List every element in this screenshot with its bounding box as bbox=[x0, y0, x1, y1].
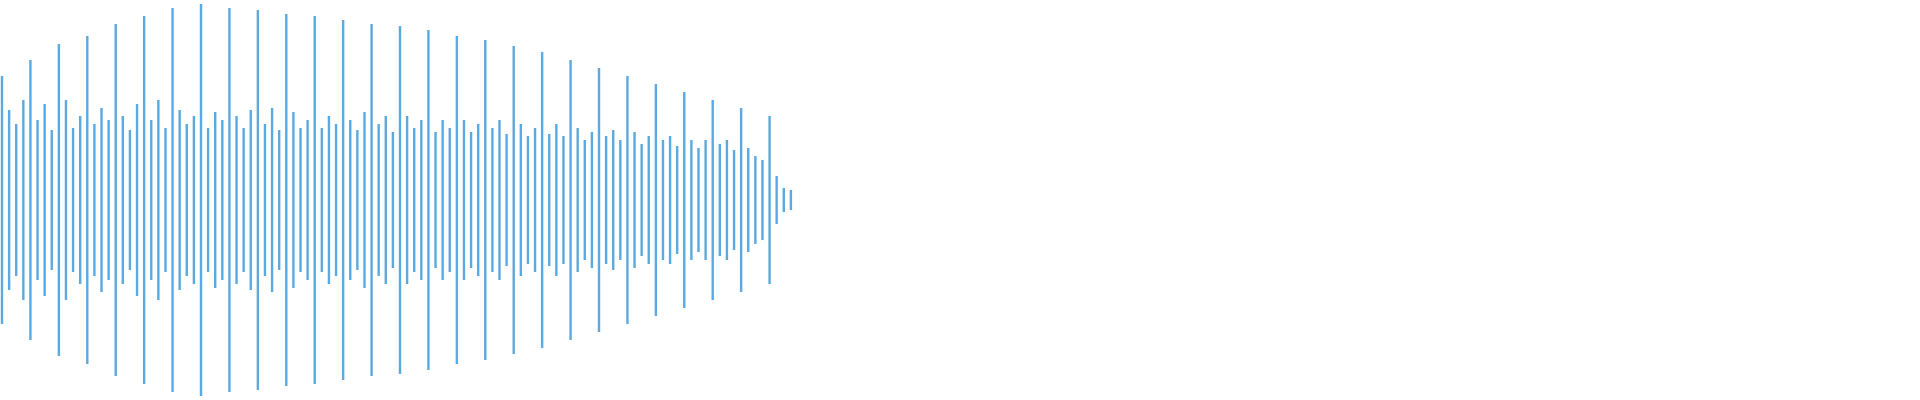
waveform-chart bbox=[0, 4, 793, 396]
page: (() => { const data = JSON.parse(documen… bbox=[0, 4, 793, 396]
